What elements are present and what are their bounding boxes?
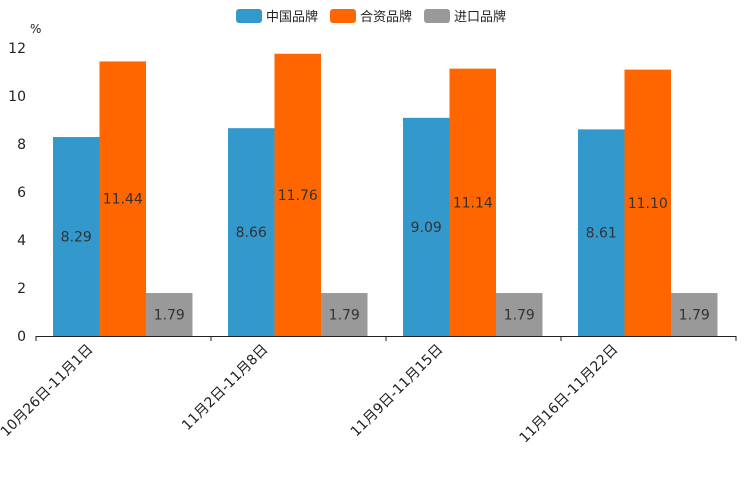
bar-2-3[interactable]	[449, 68, 497, 336]
x-category-label: 11月2日-11月8日	[179, 342, 271, 434]
bar-2-2[interactable]	[274, 53, 322, 336]
y-tick-label: 12	[8, 41, 26, 57]
bar-3-4[interactable]	[671, 293, 718, 336]
x-category-label: 11月9日-11月15日	[348, 342, 447, 441]
data-label-3-2: 1.79	[329, 308, 360, 324]
data-label-3-1: 1.79	[154, 308, 185, 324]
bars: 8.29 11.44 1.79 8.66 11.76 1.79 9.09 11.14 1.79 8…	[53, 53, 718, 336]
legend-swatch-1[interactable]	[236, 9, 262, 23]
data-label-1-3: 9.09	[411, 220, 442, 236]
data-label-1-1: 8.29	[61, 230, 92, 246]
x-category-label: 10月26日-11月1日	[0, 342, 96, 441]
bar-1-1[interactable]	[53, 137, 100, 336]
x-category-label: 11月16日-11月22日	[516, 342, 621, 447]
data-label-1-4: 8.61	[586, 226, 617, 242]
data-label-2-3: 11.14	[453, 195, 493, 211]
y-tick-label: 8	[17, 137, 26, 153]
data-label-2-4: 11.10	[628, 196, 668, 212]
y-tick-label: 0	[17, 329, 26, 345]
x-axis: 10月26日-11月1日 11月2日-11月8日 11月9日-11月15日 11月16…	[0, 336, 737, 447]
legend-swatch-3[interactable]	[424, 9, 450, 23]
legend-swatch-2[interactable]	[330, 9, 356, 23]
y-axis-unit-label: %	[30, 22, 41, 36]
legend: 中国品牌 合资品牌 进口品牌	[236, 9, 506, 25]
bar-3-2[interactable]	[321, 293, 368, 336]
data-label-1-2: 8.66	[236, 225, 267, 241]
y-tick-label: 6	[17, 185, 26, 201]
data-label-2-2: 11.76	[278, 188, 318, 204]
y-axis: 0 2 4 6 8 10 12	[8, 41, 26, 345]
bar-2-1[interactable]	[99, 61, 147, 336]
bar-1-2[interactable]	[228, 128, 275, 336]
legend-label-1[interactable]: 中国品牌	[266, 9, 318, 25]
legend-label-3[interactable]: 进口品牌	[454, 9, 506, 25]
bar-2-4[interactable]	[624, 69, 672, 336]
data-label-3-3: 1.79	[504, 308, 535, 324]
bar-1-4[interactable]	[578, 129, 625, 336]
bar-3-1[interactable]	[146, 293, 193, 336]
y-tick-label: 4	[17, 233, 26, 249]
data-label-2-1: 11.44	[103, 192, 143, 208]
bar-1-3[interactable]	[403, 117, 450, 336]
bar-3-3[interactable]	[496, 293, 543, 336]
y-tick-label: 10	[8, 89, 26, 105]
legend-label-2[interactable]: 合资品牌	[360, 9, 412, 25]
data-label-3-4: 1.79	[679, 308, 710, 324]
y-tick-label: 2	[17, 281, 26, 297]
